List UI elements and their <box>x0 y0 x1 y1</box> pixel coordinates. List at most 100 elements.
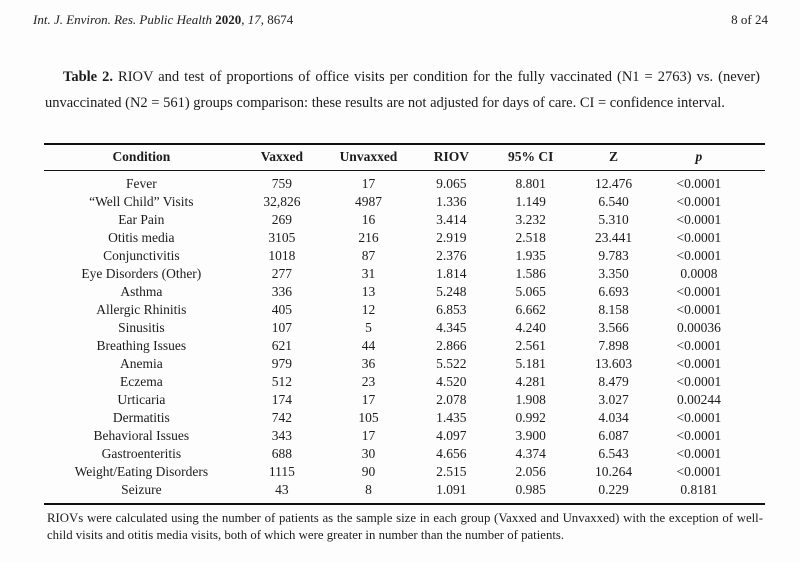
table-cell: 8 <box>365 481 372 497</box>
table-cell: 31 <box>361 265 376 281</box>
table-cell: Allergic Rhinitis <box>96 301 187 317</box>
table-cell: 4.034 <box>598 409 629 425</box>
table-cell: 269 <box>271 211 293 227</box>
journal-year: 2020 <box>215 12 242 27</box>
table-cell: 5.248 <box>436 283 467 299</box>
table-cell: 688 <box>271 445 293 461</box>
table-cell: 6.087 <box>598 427 629 443</box>
table-cell: <0.0001 <box>676 373 722 389</box>
table-cell: 1.149 <box>515 193 546 209</box>
table-cell: 6.693 <box>598 283 629 299</box>
table-cell: 6.853 <box>436 301 467 317</box>
table-row: Seizure 43 8 1.091 0.985 0.229 0.8181 <box>44 481 765 504</box>
table-cell: 5 <box>365 319 372 335</box>
table-row: Dermatitis 742 105 1.435 0.992 4.034 <0.0001 <box>44 409 765 427</box>
table-cell: 1.814 <box>436 265 467 281</box>
table-cell: 1018 <box>268 247 296 263</box>
table-cell: 10.264 <box>594 463 633 479</box>
table-cell: 759 <box>271 175 293 191</box>
column-header: Z <box>609 149 619 165</box>
column-header: 95% CI <box>507 149 554 165</box>
table-cell: 6.540 <box>598 193 629 209</box>
table-cell: 8.158 <box>598 301 629 317</box>
table-cell: <0.0001 <box>676 247 722 263</box>
journal-name: Int. J. Environ. Res. Public Health <box>33 12 216 27</box>
table-cell: 4.374 <box>515 445 546 461</box>
table-cell: 2.376 <box>436 247 467 263</box>
table-cell: <0.0001 <box>676 463 722 479</box>
table-row: Weight/Eating Disorders 1115 90 2.515 2.056 1… <box>44 463 765 481</box>
table-cell: 405 <box>271 301 293 317</box>
table-cell: 13 <box>361 283 376 299</box>
table-cell: 107 <box>271 319 293 335</box>
table-cell: <0.0001 <box>676 211 722 227</box>
table-cell: Otitis media <box>108 229 175 245</box>
table-cell: 4.240 <box>515 319 546 335</box>
table-row: Sinusitis 107 5 4.345 4.240 3.566 0.00036 <box>44 319 765 337</box>
table-cell: 36 <box>361 355 376 371</box>
table-cell: Weight/Eating Disorders <box>74 463 209 479</box>
table-cell: 979 <box>271 355 293 371</box>
table-cell: 0.00036 <box>676 319 721 335</box>
table-cell: 1.336 <box>436 193 467 209</box>
table-row: Eye Disorders (Other) 277 31 1.814 1.586 3.35… <box>44 265 765 283</box>
table-cell: 16 <box>361 211 376 227</box>
table-cell: 8.479 <box>598 373 629 389</box>
table-cell: 0.985 <box>515 481 546 497</box>
table-row: Conjunctivitis 1018 87 2.376 1.935 9.783 <0.00… <box>44 247 765 265</box>
table-cell: Asthma <box>120 283 163 299</box>
table-cell: 87 <box>361 247 376 263</box>
page-indicator: 8 of 24 <box>731 12 768 27</box>
table-cell: 0.00244 <box>676 391 721 407</box>
table-cell: 0.0008 <box>680 265 718 281</box>
table-cell: 3.350 <box>598 265 629 281</box>
table-cell: 13.603 <box>594 355 633 371</box>
table-cell: 4.281 <box>515 373 546 389</box>
table-cell: Breathing Issues <box>96 337 187 353</box>
table-cell: Dermatitis <box>112 409 170 425</box>
table-cell: 7.898 <box>598 337 629 353</box>
table-cell: 2.561 <box>515 337 546 353</box>
table-cell: 2.078 <box>436 391 467 407</box>
table-cell: 4.656 <box>436 445 467 461</box>
table-cell: 6.543 <box>598 445 629 461</box>
table-cell: <0.0001 <box>676 229 722 245</box>
column-header: p <box>695 149 703 165</box>
table-cell: Anemia <box>119 355 163 371</box>
table-cell: 2.919 <box>436 229 467 245</box>
table-cell: 4987 <box>354 193 382 209</box>
table-cell: 5.522 <box>436 355 467 371</box>
table-cell: Seizure <box>121 481 162 497</box>
table-cell: 3105 <box>268 229 296 245</box>
table-cell: <0.0001 <box>676 175 722 191</box>
table-cell: Behavioral Issues <box>93 427 190 443</box>
table-row: Otitis media 3105 216 2.919 2.518 23.441 <0.00… <box>44 229 765 247</box>
table-row: Anemia 979 36 5.522 5.181 13.603 <0.0001 <box>44 355 765 373</box>
table-cell: 12 <box>361 301 376 317</box>
journal-reference: Int. J. Environ. Res. Public Health 2020… <box>33 12 293 28</box>
table-cell: <0.0001 <box>676 427 722 443</box>
table-cell: 30 <box>361 445 376 461</box>
page-header: Int. J. Environ. Res. Public Health 2020… <box>33 12 768 28</box>
table-cell: Sinusitis <box>118 319 165 335</box>
journal-volume: 17 <box>247 12 261 27</box>
table-cell: <0.0001 <box>676 337 722 353</box>
journal-article-number: , 8674 <box>260 12 294 27</box>
table-cell: 90 <box>361 463 376 479</box>
table-cell: “Well Child” Visits <box>89 193 194 209</box>
table-body: Fever 759 17 9.065 8.801 12.476 <0.0001 “Well C… <box>44 170 765 504</box>
table-row: Urticaria 174 17 2.078 1.908 3.027 0.00244 <box>44 391 765 409</box>
table-caption-text: RIOV and test of proportions of office v… <box>45 69 760 111</box>
table-caption: Table 2. RIOV and test of proportions of… <box>45 64 760 116</box>
table-row: Asthma 336 13 5.248 5.065 6.693 <0.0001 <box>44 283 765 301</box>
table-cell: 9.783 <box>598 247 629 263</box>
table-cell: 5.065 <box>515 283 546 299</box>
table-cell: 621 <box>271 337 293 353</box>
table-cell: Eczema <box>119 373 163 389</box>
table-cell: 3.900 <box>515 427 546 443</box>
table-cell: 4.345 <box>436 319 467 335</box>
table-cell: 3.566 <box>598 319 629 335</box>
